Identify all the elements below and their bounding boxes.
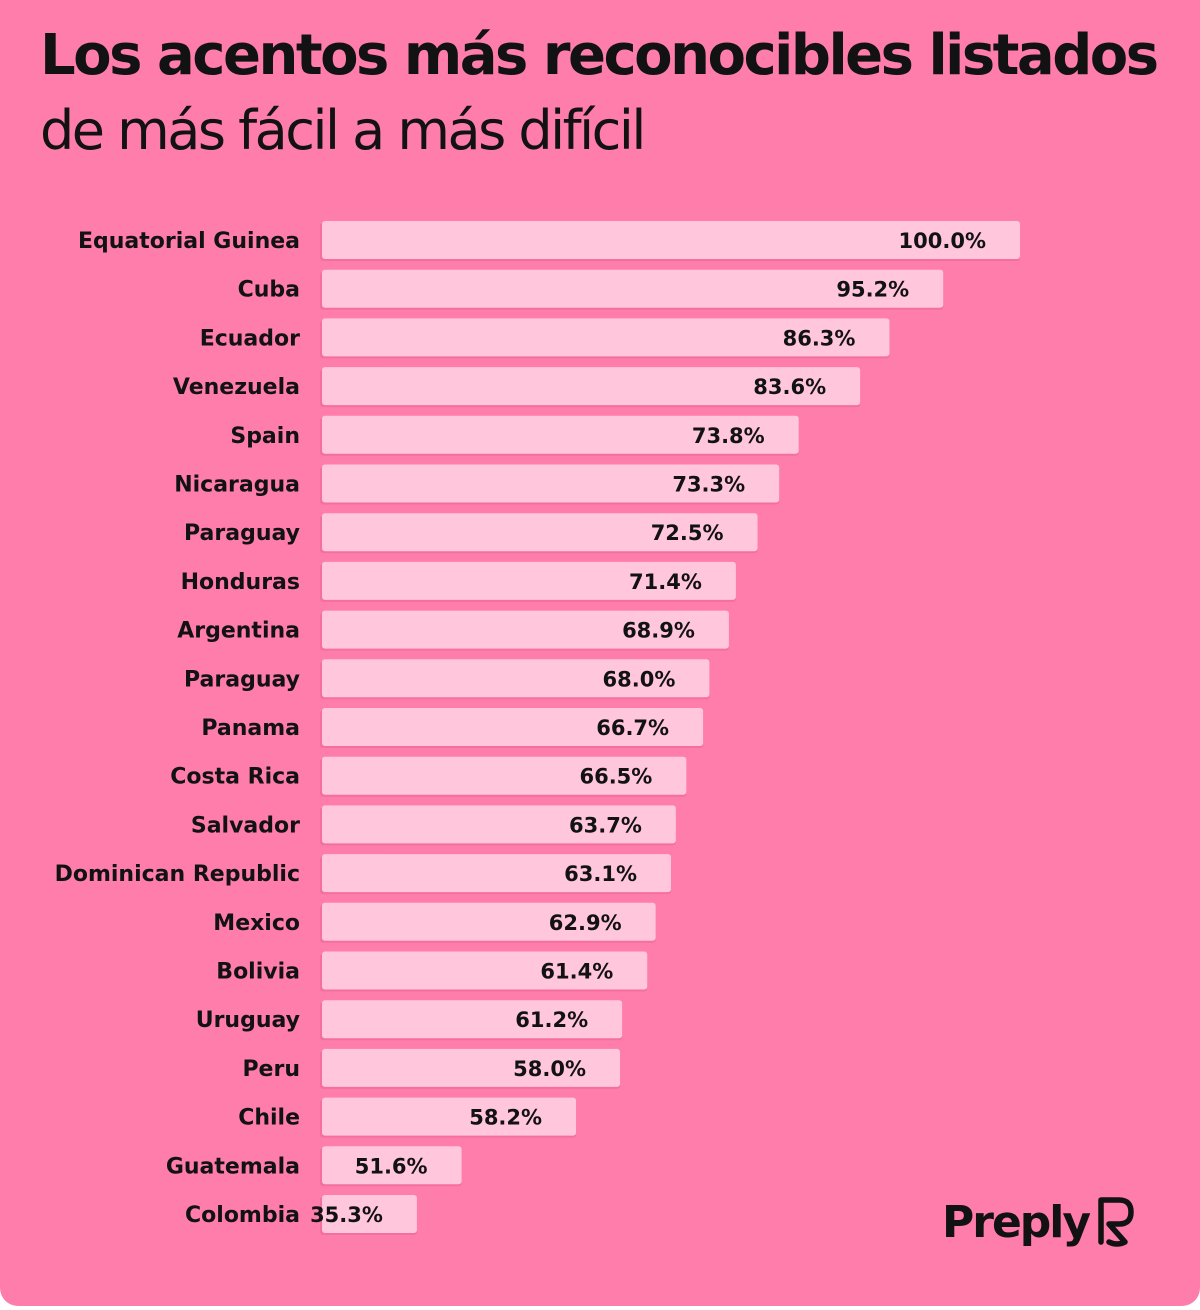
- bar: [322, 610, 729, 649]
- value-label: 51.6%: [355, 1154, 428, 1178]
- value-label: 86.3%: [783, 326, 856, 350]
- value-label: 61.2%: [515, 1008, 588, 1032]
- category-label: Paraguay: [184, 521, 300, 546]
- bar: [322, 318, 890, 357]
- bar: [322, 854, 671, 893]
- value-label: 68.0%: [603, 667, 676, 691]
- bar: [322, 367, 861, 406]
- value-label: 83.6%: [753, 375, 826, 399]
- value-label: 63.7%: [569, 813, 642, 837]
- preply-logo-icon: [1098, 1197, 1134, 1247]
- bar: [322, 513, 758, 552]
- bar: [322, 659, 710, 698]
- bar: [322, 951, 648, 990]
- category-label: Peru: [242, 1057, 300, 1082]
- bar: [322, 1097, 577, 1136]
- value-label: 66.7%: [596, 716, 669, 740]
- value-label: 61.4%: [540, 960, 613, 984]
- value-label: 35.3%: [310, 1203, 383, 1227]
- value-label: 66.5%: [579, 765, 652, 789]
- category-label: Costa Rica: [170, 765, 300, 790]
- category-label: Cuba: [238, 278, 300, 303]
- value-label: 58.0%: [513, 1057, 586, 1081]
- category-label: Bolivia: [216, 960, 300, 985]
- category-label: Salvador: [191, 813, 300, 838]
- category-label: Uruguay: [196, 1008, 300, 1033]
- category-label: Equatorial Guinea: [78, 229, 300, 254]
- bar: [322, 1146, 462, 1185]
- value-label: 72.5%: [651, 521, 724, 545]
- bar: [322, 269, 944, 308]
- category-label: Honduras: [181, 570, 300, 595]
- category-label: Nicaragua: [174, 473, 300, 498]
- category-label: Panama: [201, 716, 300, 741]
- preply-logo: Preply: [942, 1196, 1135, 1250]
- category-label: Paraguay: [184, 667, 300, 692]
- value-label: 95.2%: [836, 278, 909, 302]
- bar: [322, 708, 704, 746]
- category-label: Dominican Republic: [55, 862, 300, 887]
- category-label: Argentina: [177, 619, 300, 644]
- brand-name: Preply: [942, 1197, 1091, 1248]
- category-label: Ecuador: [200, 326, 300, 351]
- value-label: 62.9%: [549, 911, 622, 935]
- category-label: Guatemala: [166, 1154, 300, 1179]
- bar: [322, 1000, 623, 1039]
- bar: [322, 805, 676, 844]
- bar: [322, 756, 687, 795]
- chart-title: Los acentos más reconocibles listados: [40, 23, 1159, 88]
- value-label: 63.1%: [564, 862, 637, 886]
- bar: [322, 561, 736, 600]
- category-label: Mexico: [213, 911, 300, 936]
- value-label: 73.8%: [692, 424, 765, 448]
- bar: [322, 902, 656, 941]
- value-label: 58.2%: [469, 1106, 542, 1130]
- bar: [322, 221, 1020, 259]
- value-label: 71.4%: [629, 570, 702, 594]
- value-label: 73.3%: [672, 473, 745, 497]
- bar: [322, 415, 799, 454]
- category-label: Venezuela: [173, 375, 300, 400]
- value-label: 68.9%: [622, 619, 695, 643]
- bar: [322, 464, 780, 503]
- category-label: Chile: [238, 1106, 300, 1131]
- bar: [322, 1048, 621, 1087]
- bar: [322, 1195, 417, 1233]
- chart-subtitle: de más fácil a más difícil: [40, 99, 646, 162]
- category-label: Spain: [230, 424, 300, 449]
- category-label: Colombia: [185, 1203, 300, 1228]
- value-label: 100.0%: [899, 229, 986, 253]
